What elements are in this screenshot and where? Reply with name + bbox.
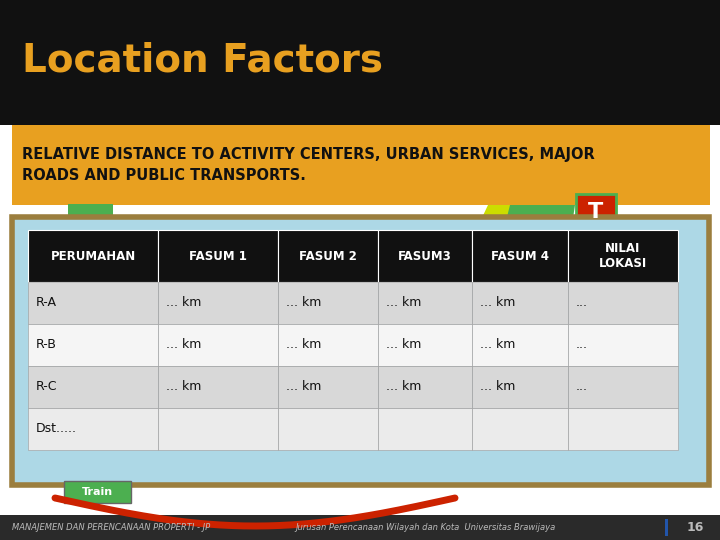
- Bar: [28, 230, 158, 282]
- Text: R-A: R-A: [36, 296, 57, 309]
- Bar: [28, 366, 158, 408]
- Text: ... km: ... km: [166, 381, 202, 394]
- Text: ... km: ... km: [386, 296, 421, 309]
- Text: ...: ...: [576, 381, 588, 394]
- Bar: [568, 230, 678, 282]
- Bar: [472, 230, 568, 282]
- Bar: [28, 324, 158, 366]
- Bar: [0, 515, 720, 540]
- Bar: [158, 324, 278, 366]
- Bar: [158, 230, 278, 282]
- Polygon shape: [480, 205, 545, 222]
- FancyBboxPatch shape: [64, 481, 131, 503]
- Text: ... km: ... km: [166, 339, 202, 352]
- Text: ... km: ... km: [386, 381, 421, 394]
- Text: PERUMAHAN: PERUMAHAN: [50, 249, 135, 262]
- Text: ... km: ... km: [286, 296, 321, 309]
- Bar: [28, 408, 158, 450]
- Text: ... km: ... km: [480, 296, 516, 309]
- Bar: [278, 408, 378, 450]
- Text: FASUM3: FASUM3: [398, 249, 452, 262]
- Bar: [665, 519, 668, 536]
- Text: ...: ...: [576, 339, 588, 352]
- Text: R-C: R-C: [36, 381, 58, 394]
- Bar: [278, 366, 378, 408]
- FancyBboxPatch shape: [576, 194, 616, 230]
- Text: FASUM 2: FASUM 2: [299, 249, 357, 262]
- Bar: [278, 324, 378, 366]
- Bar: [568, 408, 678, 450]
- Text: MANAJEMEN DAN PERENCANAAN PROPERTI - JP: MANAJEMEN DAN PERENCANAAN PROPERTI - JP: [12, 523, 210, 532]
- Bar: [472, 282, 568, 324]
- Bar: [158, 408, 278, 450]
- Bar: [378, 282, 472, 324]
- Bar: [158, 366, 278, 408]
- Bar: [472, 366, 568, 408]
- Bar: [378, 408, 472, 450]
- Text: Dst.....: Dst.....: [36, 422, 77, 435]
- Bar: [0, 125, 720, 540]
- Bar: [278, 230, 378, 282]
- Bar: [568, 324, 678, 366]
- Bar: [158, 282, 278, 324]
- Text: ... km: ... km: [386, 339, 421, 352]
- Text: ... km: ... km: [480, 339, 516, 352]
- Text: Train: Train: [82, 487, 113, 497]
- Bar: [378, 230, 472, 282]
- Text: NILAI
LOKASI: NILAI LOKASI: [599, 242, 647, 270]
- Bar: [378, 324, 472, 366]
- Text: Jurusan Perencanaan Wilayah dan Kota  Universitas Brawijaya: Jurusan Perencanaan Wilayah dan Kota Uni…: [295, 523, 555, 532]
- Bar: [28, 282, 158, 324]
- Text: 16: 16: [686, 521, 703, 534]
- Bar: [0, 0, 720, 125]
- Text: ...: ...: [576, 296, 588, 309]
- Bar: [472, 408, 568, 450]
- Bar: [568, 366, 678, 408]
- Text: ... km: ... km: [166, 296, 202, 309]
- Text: RELATIVE DISTANCE TO ACTIVITY CENTERS, URBAN SERVICES, MAJOR
ROADS AND PUBLIC TR: RELATIVE DISTANCE TO ACTIVITY CENTERS, U…: [22, 147, 595, 183]
- Text: ... km: ... km: [286, 339, 321, 352]
- Bar: [568, 282, 678, 324]
- Bar: [68, 204, 113, 220]
- Bar: [378, 366, 472, 408]
- Bar: [12, 125, 710, 205]
- Text: FASUM 4: FASUM 4: [491, 249, 549, 262]
- Polygon shape: [505, 205, 575, 225]
- Bar: [472, 324, 568, 366]
- Bar: [278, 282, 378, 324]
- Text: R-B: R-B: [36, 339, 57, 352]
- Text: Location Factors: Location Factors: [22, 41, 383, 79]
- Text: T: T: [588, 202, 603, 222]
- Text: ... km: ... km: [286, 381, 321, 394]
- Text: FASUM 1: FASUM 1: [189, 249, 247, 262]
- FancyBboxPatch shape: [12, 217, 709, 485]
- Text: ... km: ... km: [480, 381, 516, 394]
